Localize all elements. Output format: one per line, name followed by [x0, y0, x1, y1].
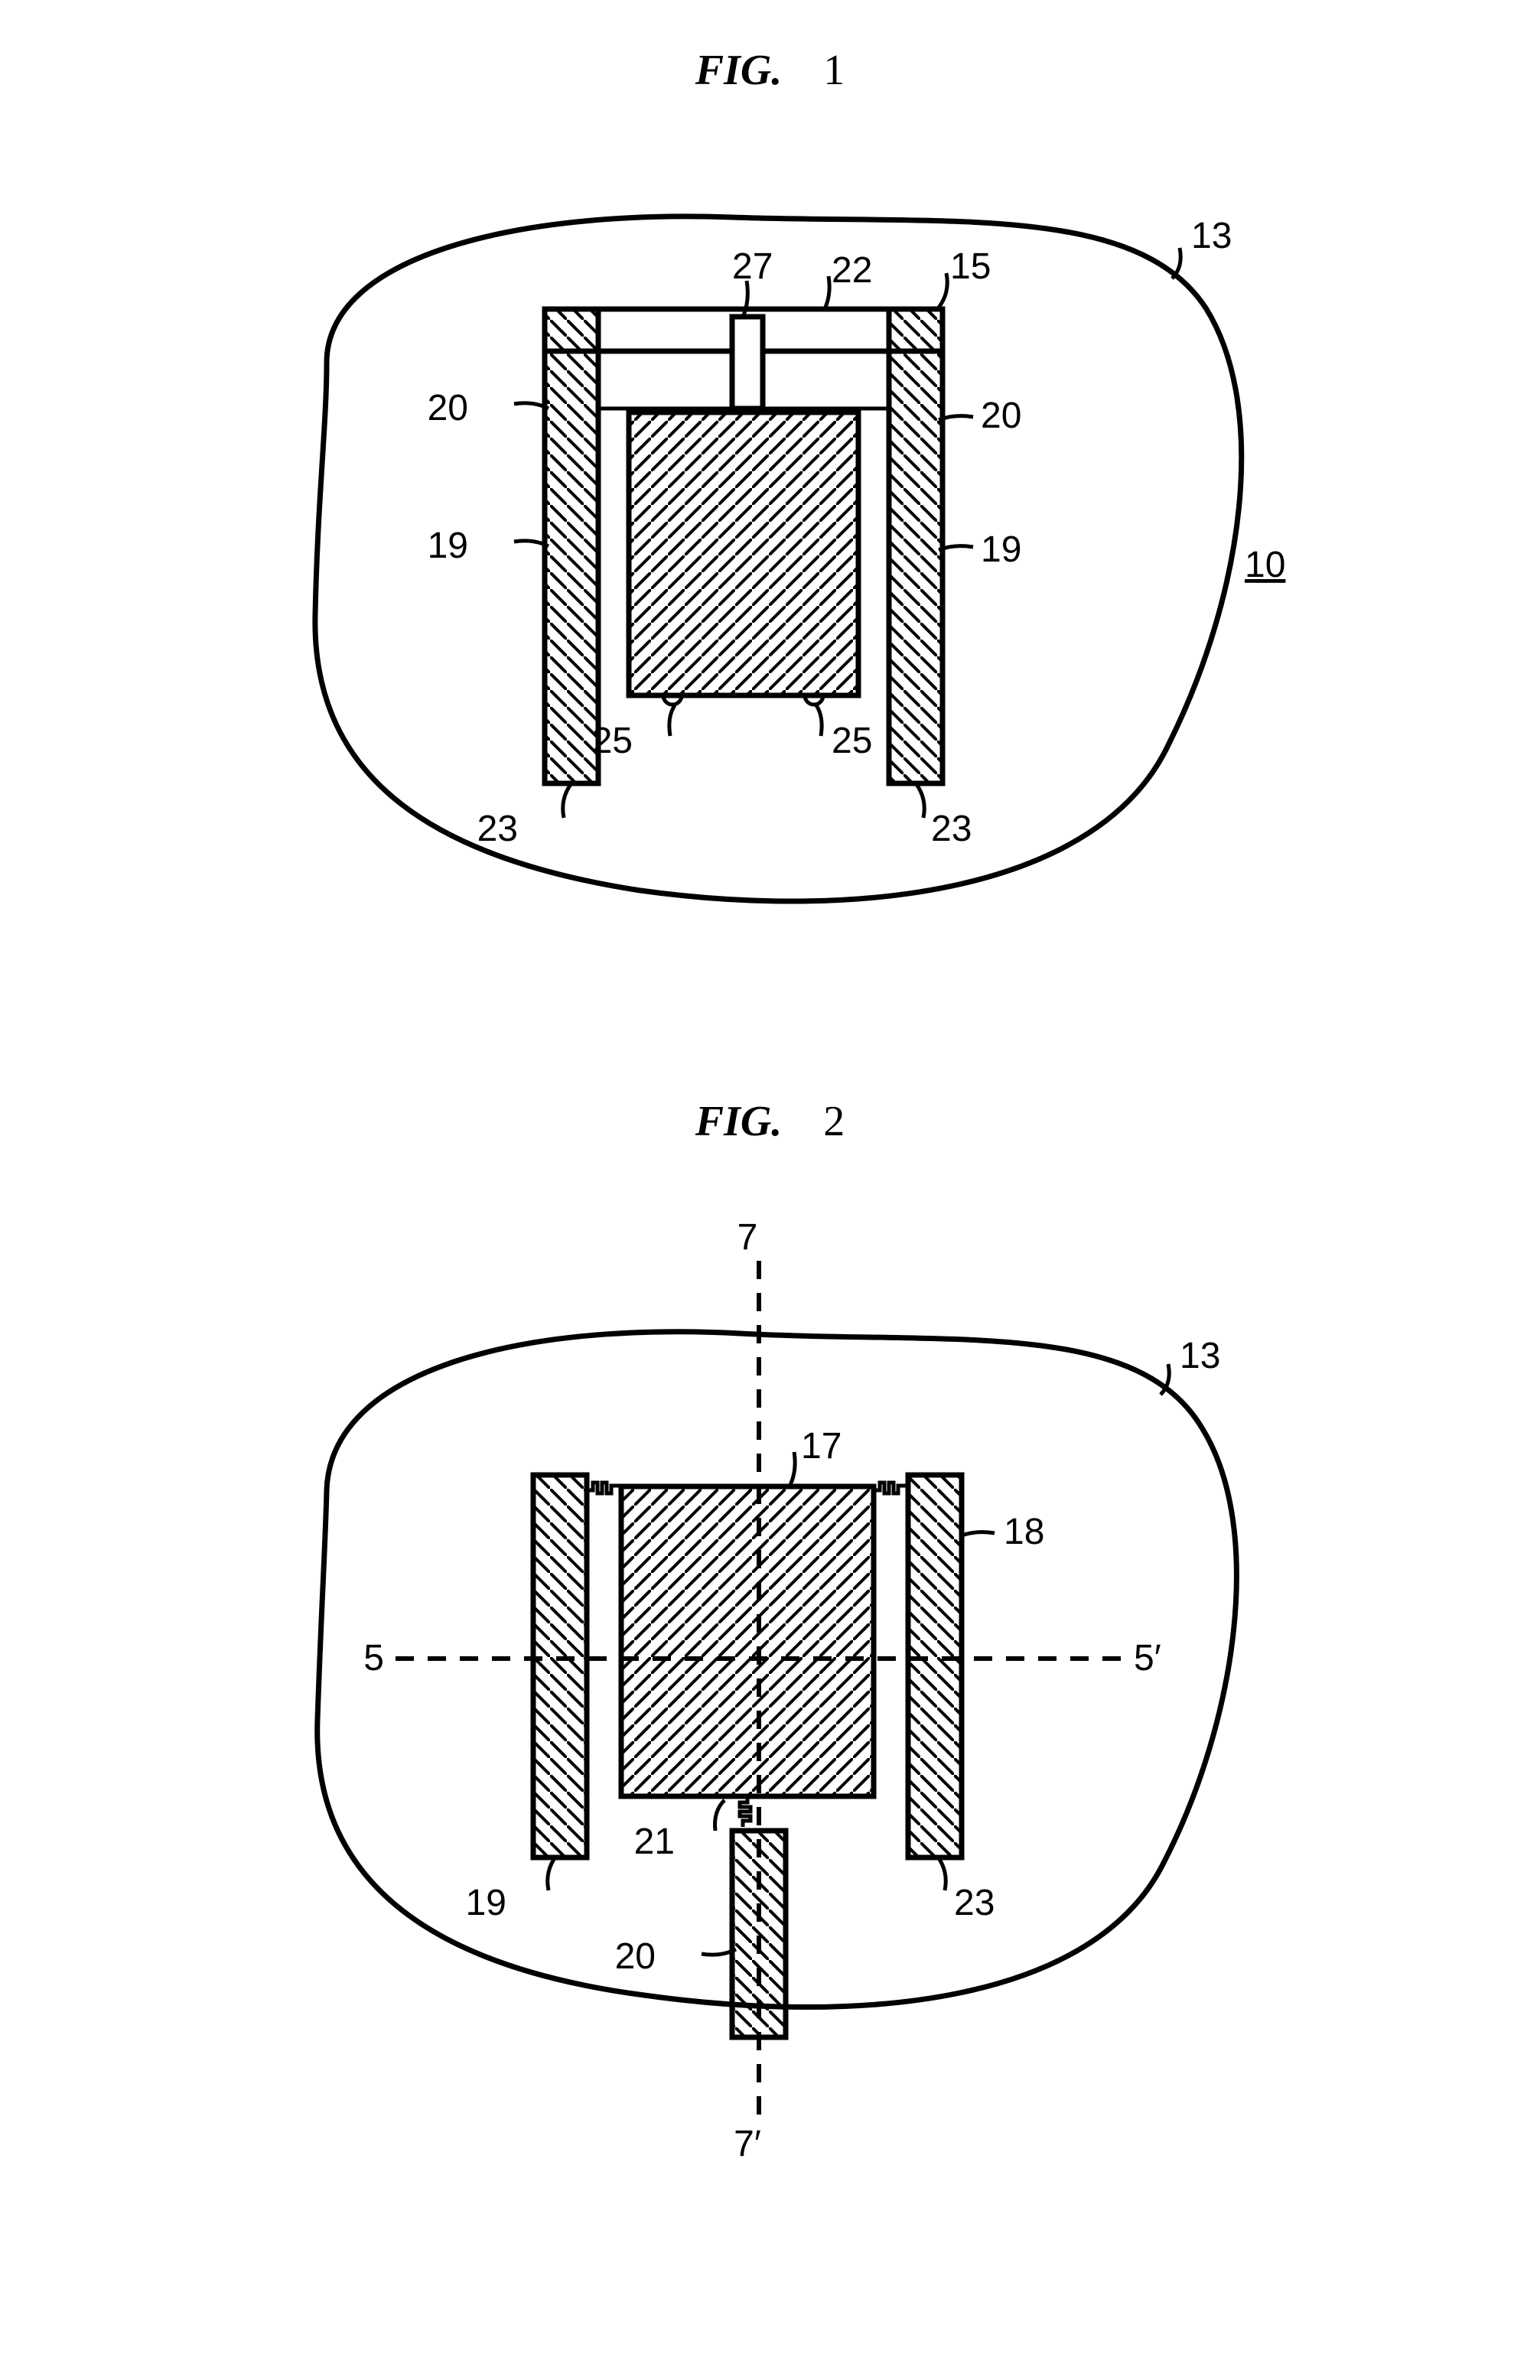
right-pillar: [889, 309, 943, 783]
label-18: 18: [1004, 1512, 1044, 1552]
label-25-left: 25: [591, 721, 632, 761]
label-19-left: 19: [427, 526, 467, 566]
label-13: 13: [1191, 216, 1232, 256]
label-20-left: 20: [427, 388, 467, 428]
figure-2: FIG. 2: [197, 1097, 1344, 2163]
left-pillar: [545, 309, 598, 783]
label-20-2: 20: [614, 1936, 655, 1977]
figure-1-title-prefix: FIG.: [695, 47, 783, 94]
left-pillar-2: [533, 1475, 587, 1857]
figure-1-title: FIG. 1: [197, 46, 1344, 95]
label-10: 10: [1245, 545, 1285, 585]
label-19-right: 19: [981, 529, 1021, 570]
label-5: 5: [363, 1638, 384, 1678]
figure-2-title-number: 2: [823, 1098, 845, 1145]
label-23-left: 23: [477, 809, 517, 849]
label-22: 22: [832, 250, 872, 291]
center-block: [629, 412, 858, 695]
label-7p: 7′: [734, 2124, 761, 2163]
bottom-bar-20: [732, 1831, 786, 2037]
label-15: 15: [950, 246, 991, 287]
label-19-2: 19: [465, 1883, 506, 1923]
figure-1-title-number: 1: [823, 47, 845, 94]
label-7: 7: [737, 1217, 757, 1258]
label-21: 21: [633, 1822, 674, 1862]
label-25-right: 25: [832, 721, 872, 761]
spring-left: [587, 1483, 621, 1493]
right-pillar-2: [908, 1475, 962, 1857]
spring-bottom: [740, 1796, 750, 1827]
label-27: 27: [732, 246, 773, 287]
label-13-2: 13: [1180, 1336, 1220, 1376]
protrusion-27: [732, 317, 763, 409]
label-23-right: 23: [931, 809, 972, 849]
figure-2-title: FIG. 2: [197, 1097, 1344, 1146]
figure-2-svg: 7 7′ 5 5′ 13 17 18 19 23 21 20: [197, 1169, 1344, 2163]
figure-2-title-prefix: FIG.: [695, 1098, 783, 1145]
label-23-2: 23: [954, 1883, 995, 1923]
figure-1-svg: 13 15 22 27 20 20 19 19 23 23 25 25 10: [197, 118, 1344, 959]
label-5p: 5′: [1134, 1638, 1161, 1678]
spring-right: [874, 1483, 908, 1493]
label-17: 17: [801, 1426, 842, 1467]
center-block-2: [621, 1486, 874, 1796]
figure-1: FIG. 1: [197, 46, 1344, 959]
label-20-right: 20: [981, 396, 1021, 436]
